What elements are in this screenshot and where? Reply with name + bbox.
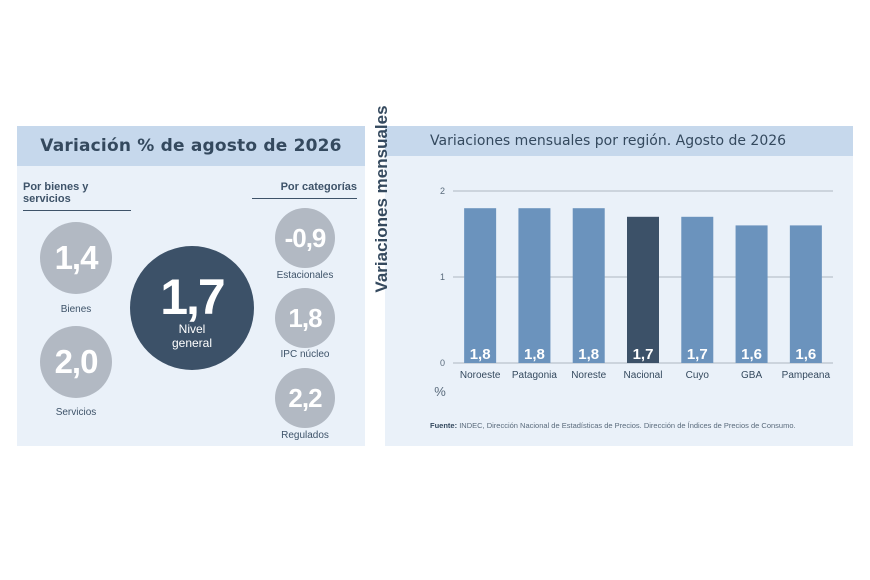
- chart-header: [385, 126, 853, 156]
- bar: [627, 216, 659, 363]
- x-tick-label: GBA: [741, 370, 762, 381]
- regulated-label: Regulados: [281, 430, 329, 441]
- source-label: Fuente:: [430, 421, 458, 430]
- categories-heading: Por categorías: [252, 181, 357, 199]
- goods-label: Bienes: [60, 304, 92, 315]
- general-level-label-line2: general: [171, 336, 213, 350]
- summary-title: Variación % de agosto de 2026: [40, 136, 342, 156]
- regional-chart-panel: Variaciones mensuales por región. Agosto…: [372, 105, 853, 446]
- goods-circle: 1,4: [40, 222, 112, 294]
- services-label: Servicios: [55, 407, 97, 418]
- seasonal-label: Estacionales: [276, 270, 334, 281]
- bar-value-label: 1,8: [470, 346, 491, 363]
- bar-value-label: 1,7: [687, 346, 708, 363]
- general-level-label-line1: Nivel: [178, 322, 206, 336]
- x-tick-label: Cuyo: [686, 370, 710, 381]
- bar-value-label: 1,8: [524, 346, 545, 363]
- core-circle: 1,8: [275, 288, 335, 348]
- x-tick-label: Patagonia: [512, 370, 557, 381]
- x-tick-label: Noroeste: [460, 370, 501, 381]
- y-tick-label: 2: [440, 186, 445, 196]
- regulated-value: 2,2: [288, 382, 322, 413]
- bar: [518, 208, 551, 363]
- summary-header: Variación % de agosto de 2026: [17, 126, 365, 166]
- x-tick-label: Pampeana: [782, 370, 831, 381]
- bar-value-label: 1,6: [741, 346, 762, 363]
- core-label: IPC núcleo: [280, 349, 330, 360]
- bar-value-label: 1,8: [578, 346, 599, 363]
- goods-services-heading: Por bienes y servicios: [23, 181, 131, 211]
- seasonal-value: -0,9: [284, 222, 327, 253]
- x-tick-label: Noreste: [571, 370, 606, 381]
- bar: [572, 208, 605, 363]
- bar: [464, 208, 497, 363]
- source-note: Fuente: INDEC, Dirección Nacional de Est…: [430, 421, 796, 430]
- chart-title: Variaciones mensuales por región. Agosto…: [430, 133, 787, 149]
- bar-value-label: 1,7: [633, 346, 654, 363]
- general-level-circle: 1,7 Nivel general: [130, 246, 254, 370]
- source-text: INDEC, Dirección Nacional de Estadística…: [459, 421, 796, 430]
- services-circle: 2,0: [40, 326, 112, 398]
- bar-value-label: 1,6: [795, 346, 816, 363]
- x-tick-label: Nacional: [624, 370, 663, 381]
- core-value: 1,8: [288, 302, 322, 333]
- summary-panel: Variación % de agosto de 2026 Por bienes…: [17, 126, 365, 446]
- services-value: 2,0: [54, 343, 99, 380]
- y-tick-label: 0: [440, 358, 445, 368]
- unit-label: %: [434, 384, 446, 399]
- seasonal-circle: -0,9: [275, 208, 335, 268]
- bar: [735, 225, 768, 363]
- bar-chart: 0 1 2% 1,8 Noroeste 1,8 Patagonia 1,8 Noreste 1,7…: [434, 186, 833, 399]
- goods-value: 1,4: [54, 239, 99, 276]
- bar: [789, 225, 822, 363]
- regulated-circle: 2,2: [275, 368, 335, 428]
- y-tick-label: 1: [440, 272, 445, 282]
- general-level-value: 1,7: [160, 269, 226, 325]
- bar: [681, 216, 714, 363]
